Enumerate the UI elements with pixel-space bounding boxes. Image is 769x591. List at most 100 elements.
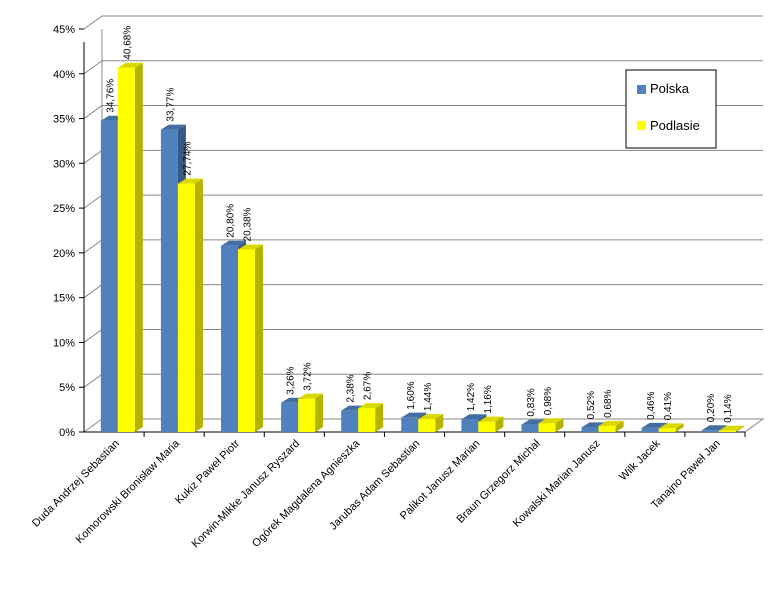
- bar-podlasie-10: [718, 425, 744, 432]
- bar-front: [221, 245, 239, 432]
- bar-front: [658, 428, 676, 432]
- bar-side: [495, 416, 504, 432]
- data-label: 1,16%: [483, 385, 494, 413]
- bar-side: [675, 423, 684, 432]
- legend-box: [625, 69, 717, 149]
- bar-top: [418, 414, 444, 420]
- bar-podlasie-9: [658, 423, 684, 432]
- category-label: Wilk Jacek: [617, 437, 663, 483]
- data-label: 0,83%: [526, 388, 537, 416]
- bar-top: [538, 418, 564, 424]
- bar-top: [160, 124, 186, 130]
- bar-front: [177, 183, 195, 432]
- bar-front: [238, 249, 256, 432]
- y-tick-label: 35%: [53, 114, 75, 126]
- data-label: 27,74%: [182, 142, 193, 176]
- bar-front: [298, 398, 316, 432]
- bar-side: [435, 414, 444, 432]
- bar-podlasie-5: [418, 414, 444, 432]
- bar-top: [358, 403, 384, 409]
- bar-front: [461, 419, 479, 432]
- bar-front: [117, 67, 135, 433]
- data-labels: 34,76% 40,68% 33,77% 27,74% 20,80% 20,38% 3,26…: [105, 26, 734, 423]
- bar-side: [255, 244, 264, 432]
- bar-side: [615, 420, 624, 432]
- data-label: 20,38%: [243, 207, 254, 241]
- y-tick-label: 15%: [53, 293, 75, 305]
- bar-front: [701, 430, 719, 432]
- data-label: 3,72%: [303, 362, 314, 390]
- data-label: 0,14%: [723, 394, 734, 422]
- category-label: Kukiz Paweł Piotr: [173, 437, 242, 506]
- bar-front: [358, 408, 376, 432]
- data-label: 1,44%: [423, 383, 434, 411]
- data-label: 0,20%: [706, 394, 717, 422]
- bar-podlasie-0: [117, 62, 143, 433]
- bar-side: [315, 393, 324, 432]
- bar-front: [401, 417, 419, 432]
- legend-swatch-polska: [637, 85, 646, 94]
- data-label: 1,60%: [406, 381, 417, 409]
- y-tick-label: 25%: [53, 203, 75, 215]
- bar-front: [100, 120, 118, 432]
- data-label: 0,46%: [646, 391, 657, 419]
- axes: 0% 5% 10% 15% 20% 25% 30% 35% 40% 45%: [53, 24, 765, 439]
- bar-podlasie-4: [358, 403, 384, 432]
- bar-top: [177, 178, 203, 184]
- bar-top: [298, 393, 324, 399]
- bar-top: [701, 425, 727, 431]
- bar-front: [581, 427, 599, 432]
- bar-front: [160, 129, 178, 432]
- bar-front: [538, 423, 556, 432]
- bar-side: [375, 403, 384, 432]
- bar-side: [194, 178, 203, 432]
- data-label: 0,41%: [663, 392, 674, 420]
- bar-top: [478, 416, 504, 422]
- y-tick-label: 30%: [53, 158, 75, 170]
- y-tick-label: 0%: [59, 427, 75, 439]
- bar-top: [718, 425, 744, 431]
- bar-front: [418, 419, 436, 432]
- y-tick-label: 40%: [53, 69, 75, 81]
- bar-side: [735, 425, 744, 432]
- bar-top: [658, 423, 684, 429]
- y-tick-label: 10%: [53, 337, 75, 349]
- data-label: 0,68%: [603, 389, 614, 417]
- y-tick-label: 20%: [53, 248, 75, 260]
- bar-podlasie-3: [298, 393, 324, 432]
- bar-podlasie-6: [478, 416, 504, 432]
- bar-top: [238, 244, 264, 250]
- legend: Polska Podlasie: [625, 69, 717, 149]
- data-label: 3,26%: [286, 366, 297, 394]
- bar-side: [134, 62, 143, 433]
- y-tick-label: 5%: [59, 382, 75, 394]
- data-label: 1,42%: [466, 383, 477, 411]
- data-label: 0,98%: [543, 387, 554, 415]
- bar-podlasie-8: [598, 420, 624, 432]
- bar-front: [718, 430, 736, 432]
- data-label: 40,68%: [122, 26, 133, 60]
- bar-front: [641, 427, 659, 432]
- data-label: 2,38%: [346, 374, 357, 402]
- bar-top: [461, 414, 487, 420]
- gridline: [83, 15, 763, 30]
- bar-top: [401, 412, 427, 418]
- bar-podlasie-7: [538, 418, 564, 432]
- legend-swatch-podlasie: [637, 121, 646, 130]
- bar-top: [641, 422, 667, 428]
- bar-podlasie-1: [177, 178, 203, 432]
- category-label: Korwin-Mikke Janusz Ryszard: [190, 438, 303, 551]
- bar-front: [478, 421, 496, 432]
- category-label: Komorowski Bronisław Maria: [74, 437, 183, 546]
- data-label: 34,76%: [105, 79, 116, 113]
- bar-podlasie-2: [238, 244, 264, 432]
- legend-label-polska: Polska: [650, 81, 690, 96]
- bars: [100, 62, 744, 433]
- y-tick-label: 45%: [53, 24, 75, 36]
- data-label: 2,67%: [363, 372, 374, 400]
- data-label: 20,80%: [226, 204, 237, 238]
- bar-top: [221, 240, 247, 246]
- data-label: 0,52%: [586, 391, 597, 419]
